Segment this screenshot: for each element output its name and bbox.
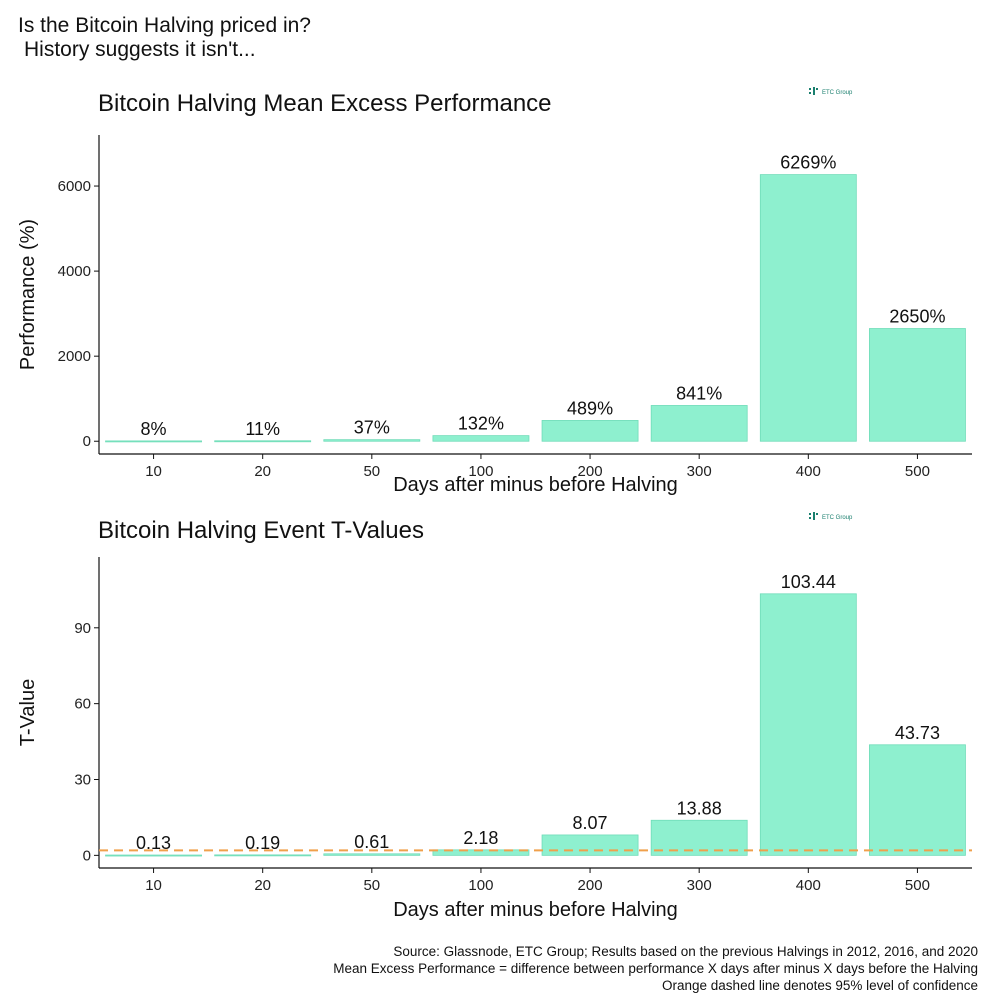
t-value-bar-10 [105, 854, 202, 857]
t-value-data-label-10: 0.13 [136, 833, 171, 853]
performance-x-tick-label: 200 [578, 463, 603, 480]
logo-mark-icon [816, 513, 818, 515]
performance-x-tick-label: 300 [687, 463, 712, 480]
performance-logo: ETC Group [809, 87, 853, 96]
logo-mark-icon [809, 92, 811, 94]
performance-data-label-20: 11% [245, 419, 280, 439]
performance-y-tick-label: 0 [83, 433, 91, 450]
t-value-x-tick-label: 500 [905, 877, 930, 894]
logo-text: ETC Group [822, 515, 853, 521]
source-line-2: Mean Excess Performance = difference bet… [333, 961, 978, 976]
source-notes: Source: Glassnode, ETC Group; Results ba… [333, 943, 978, 994]
performance-bar-10 [105, 440, 202, 443]
performance-bar-200 [541, 420, 639, 442]
performance-x-axis-label: Days after minus before Halving [393, 474, 678, 496]
performance-y-tick-label: 2000 [58, 348, 91, 365]
t-value-data-label-400: 103.44 [781, 572, 836, 592]
t-value-y-tick-label: 30 [74, 772, 91, 789]
t-value-data-label-100: 2.18 [463, 828, 498, 848]
performance-bar-300 [650, 405, 748, 442]
performance-x-tick-label: 500 [905, 463, 930, 480]
performance-data-label-100: 132% [458, 414, 504, 434]
t-value-x-tick-label: 10 [145, 877, 162, 894]
t-value-data-label-50: 0.61 [354, 832, 389, 852]
t-value-x-tick-label: 20 [254, 877, 271, 894]
t-value-bar-20 [214, 854, 312, 857]
t-value-x-tick-label: 300 [687, 877, 712, 894]
logo-mark-icon [813, 512, 815, 520]
source-line-3: Orange dashed line denotes 95% level of … [662, 978, 978, 993]
t-value-bar-50 [323, 853, 421, 856]
headline-line-2: History suggests it isn't... [24, 38, 256, 61]
performance-data-label-10: 8% [141, 419, 167, 439]
t-value-x-tick-label: 400 [796, 877, 821, 894]
t-value-data-label-300: 13.88 [677, 798, 722, 818]
logo-mark-icon [809, 88, 811, 90]
t-value-y-tick-label: 90 [74, 620, 91, 637]
t-value-bar-500 [869, 744, 966, 856]
t-value-data-label-500: 43.73 [895, 723, 940, 743]
headline: Is the Bitcoin Halving priced in? Histor… [18, 14, 311, 62]
performance-bar-100 [432, 435, 530, 442]
t-value-chart: Bitcoin Halving Event T-Values ETC Group 0… [0, 505, 998, 930]
t-value-y-tick-label: 0 [83, 847, 91, 864]
performance-bar-50 [323, 439, 421, 442]
t-value-logo: ETC Group [809, 512, 853, 521]
performance-x-tick-label: 50 [363, 463, 380, 480]
performance-y-axis-label: Performance (%) [17, 219, 39, 370]
performance-bar-20 [214, 440, 312, 443]
t-value-chart-title: Bitcoin Halving Event T-Values [98, 517, 424, 544]
logo-mark-icon [816, 88, 818, 90]
performance-chart-title: Bitcoin Halving Mean Excess Performance [98, 90, 552, 117]
t-value-data-label-20: 0.19 [245, 833, 280, 853]
logo-mark-icon [813, 87, 815, 95]
performance-bar-500 [869, 328, 966, 442]
t-value-x-tick-label: 200 [578, 877, 603, 894]
logo-mark-icon [809, 517, 811, 519]
performance-chart-svg: Bitcoin Halving Mean Excess Performance E… [17, 87, 972, 496]
t-value-x-tick-label: 50 [363, 877, 380, 894]
performance-x-tick-label: 20 [254, 463, 271, 480]
source-line-1: Source: Glassnode, ETC Group; Results ba… [393, 944, 978, 959]
performance-x-tick-label: 400 [796, 463, 821, 480]
performance-y-tick-label: 4000 [58, 263, 91, 280]
performance-bar-400 [759, 174, 857, 442]
performance-data-label-400: 6269% [780, 153, 836, 173]
headline-line-1: Is the Bitcoin Halving priced in? [18, 14, 311, 37]
t-value-bar-200 [541, 834, 639, 856]
performance-x-tick-label: 100 [468, 463, 493, 480]
t-value-chart-svg: Bitcoin Halving Event T-Values ETC Group 0… [17, 512, 972, 921]
performance-x-tick-label: 10 [145, 463, 162, 480]
performance-data-label-50: 37% [354, 418, 390, 438]
performance-data-label-200: 489% [567, 398, 613, 418]
logo-mark-icon [809, 513, 811, 515]
t-value-x-tick-label: 100 [468, 877, 493, 894]
logo-text: ETC Group [822, 90, 853, 96]
t-value-data-label-200: 8.07 [573, 813, 608, 833]
t-value-y-tick-label: 60 [74, 696, 91, 713]
t-value-y-axis-label: T-Value [17, 679, 39, 746]
performance-y-tick-label: 6000 [58, 178, 91, 195]
performance-data-label-500: 2650% [889, 307, 945, 327]
performance-data-label-300: 841% [676, 383, 722, 403]
t-value-x-axis-label: Days after minus before Halving [393, 899, 678, 921]
performance-chart: Bitcoin Halving Mean Excess Performance E… [0, 80, 998, 500]
t-value-bar-400 [759, 593, 857, 856]
